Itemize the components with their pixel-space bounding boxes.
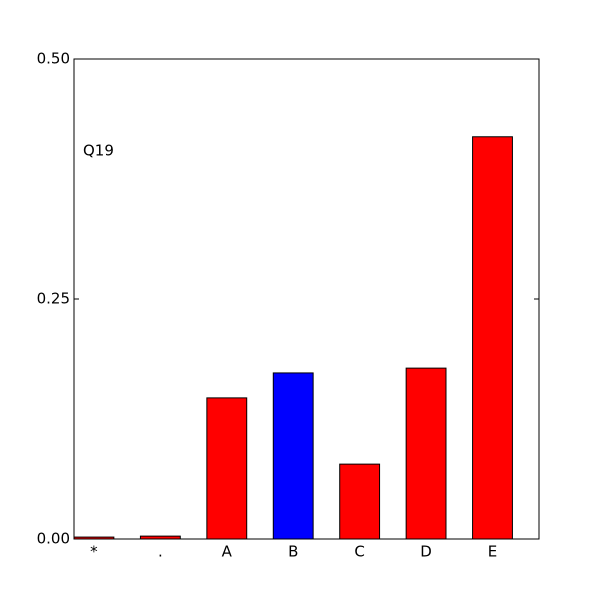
x-tick-label: . xyxy=(158,543,163,561)
annotation: Q19 xyxy=(83,142,114,160)
x-tick-label: A xyxy=(222,543,233,561)
y-tick-label: 0.50 xyxy=(37,50,70,68)
x-tick-label: C xyxy=(354,543,364,561)
bar xyxy=(472,136,513,540)
x-tick-label: D xyxy=(420,543,432,561)
x-tick-label: * xyxy=(90,543,98,561)
y-tick-label: 0.00 xyxy=(37,530,70,548)
bar xyxy=(405,367,447,540)
bar xyxy=(206,397,248,540)
x-tick-label: B xyxy=(288,543,298,561)
y-tick-label: 0.25 xyxy=(37,290,70,308)
x-tick-label: E xyxy=(488,543,497,561)
bar xyxy=(272,372,314,540)
bar xyxy=(339,463,381,540)
